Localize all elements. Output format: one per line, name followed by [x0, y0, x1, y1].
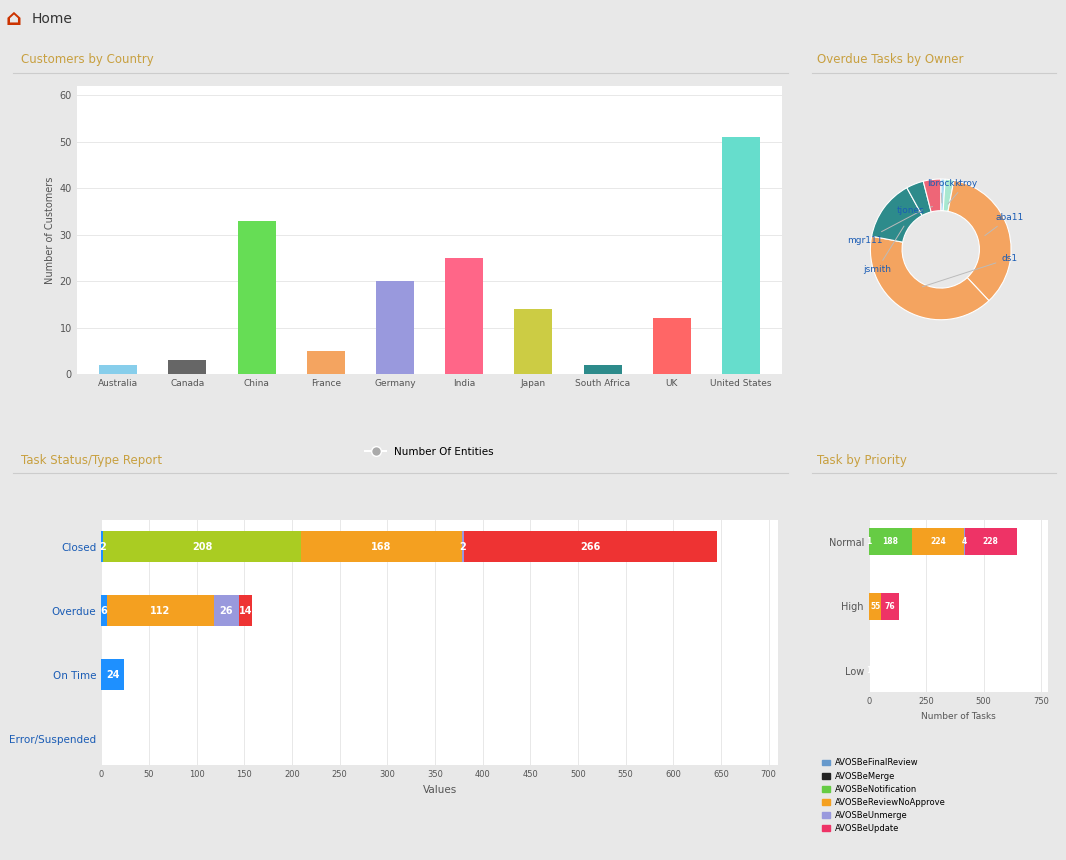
Text: 1: 1 — [867, 538, 872, 546]
Text: Customers by Country: Customers by Country — [21, 52, 154, 65]
Text: 2: 2 — [459, 542, 466, 552]
Text: 6: 6 — [101, 605, 108, 616]
Text: Task Status/Type Report: Task Status/Type Report — [21, 454, 162, 467]
Text: 4: 4 — [962, 538, 967, 546]
Wedge shape — [907, 181, 931, 216]
Bar — [869, 528, 912, 556]
Bar — [101, 660, 124, 691]
Bar — [912, 528, 964, 556]
Bar — [101, 595, 107, 626]
Bar — [302, 531, 462, 562]
Bar — [446, 258, 483, 374]
Text: 168: 168 — [371, 542, 392, 552]
Bar — [214, 595, 239, 626]
Text: lbrock: lbrock — [927, 179, 954, 203]
Bar — [168, 360, 207, 374]
Bar — [869, 593, 882, 620]
Bar — [238, 221, 276, 374]
Legend: AVOSBeFinalReview, AVOSBeMerge, AVOSBeNotification, AVOSBeReviewNoApprove, AVOSB: AVOSBeFinalReview, AVOSBeMerge, AVOSBeNo… — [819, 755, 949, 837]
Bar — [107, 595, 214, 626]
Legend: Number Of Entities: Number Of Entities — [361, 443, 498, 461]
Bar — [722, 137, 760, 374]
Text: ⌂: ⌂ — [6, 9, 21, 29]
Text: 1: 1 — [867, 666, 872, 675]
Text: 2: 2 — [99, 542, 106, 552]
Text: aba11: aba11 — [985, 213, 1023, 236]
Text: 266: 266 — [580, 542, 600, 552]
Text: 76: 76 — [885, 602, 895, 611]
Bar — [99, 365, 138, 374]
Text: 55: 55 — [870, 602, 881, 611]
Wedge shape — [948, 181, 1011, 301]
Text: ktroy: ktroy — [948, 179, 978, 204]
Bar — [652, 318, 691, 374]
Text: Overdue Tasks by Owner: Overdue Tasks by Owner — [818, 52, 964, 65]
Wedge shape — [871, 237, 989, 320]
Text: 224: 224 — [930, 538, 946, 546]
Text: 24: 24 — [106, 670, 119, 680]
Wedge shape — [940, 179, 946, 211]
Bar — [101, 531, 103, 562]
Text: 208: 208 — [192, 542, 212, 552]
Text: Home: Home — [32, 12, 72, 27]
Bar — [965, 528, 1017, 556]
Text: 188: 188 — [883, 538, 899, 546]
Bar — [239, 595, 252, 626]
Bar — [103, 531, 302, 562]
Bar — [462, 531, 464, 562]
Text: 228: 228 — [983, 538, 999, 546]
Wedge shape — [943, 179, 954, 212]
Wedge shape — [923, 179, 941, 212]
Bar — [464, 531, 717, 562]
Bar — [376, 281, 414, 374]
Text: ds1: ds1 — [922, 254, 1017, 286]
Wedge shape — [872, 187, 922, 243]
Text: tjones: tjones — [898, 206, 933, 215]
Bar — [307, 351, 344, 374]
Text: jsmith: jsmith — [862, 226, 904, 274]
Y-axis label: Number of Customers: Number of Customers — [46, 176, 55, 284]
Text: Task by Priority: Task by Priority — [818, 454, 907, 467]
Text: 112: 112 — [150, 605, 171, 616]
Text: 26: 26 — [220, 605, 232, 616]
Text: mgr111: mgr111 — [847, 210, 922, 245]
Bar — [882, 593, 899, 620]
Bar — [515, 309, 552, 374]
Bar — [583, 365, 621, 374]
X-axis label: Values: Values — [422, 785, 457, 795]
X-axis label: Number of Tasks: Number of Tasks — [921, 712, 996, 721]
Text: 14: 14 — [239, 605, 252, 616]
